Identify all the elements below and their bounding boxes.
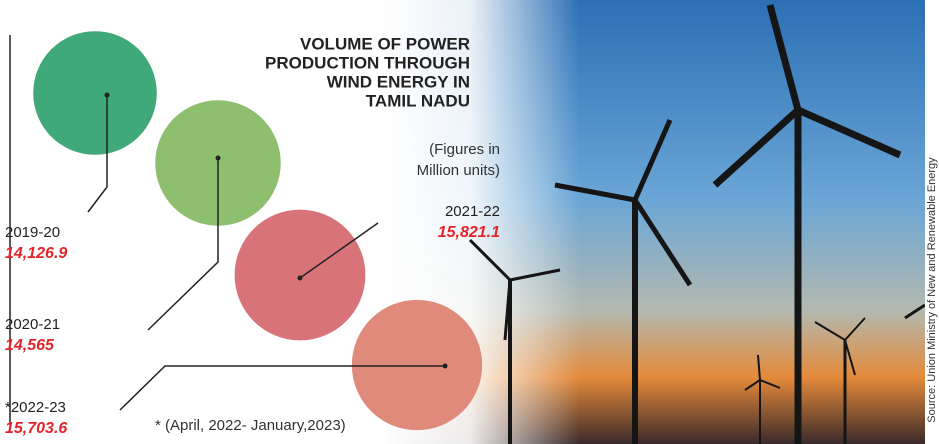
leader-dot <box>216 156 221 161</box>
leader-dot <box>443 364 448 369</box>
value-label: 14,565 <box>5 337 55 354</box>
chart: Source: Union Ministry of New and Renewa… <box>0 0 939 444</box>
value-label: 15,821.1 <box>438 224 500 241</box>
leader-dot <box>298 276 303 281</box>
subtitle: Million units) <box>417 162 500 179</box>
category-label: 2020-21 <box>5 316 60 333</box>
chart-title: PRODUCTION THROUGH <box>265 53 470 72</box>
subtitle: (Figures in <box>429 141 500 158</box>
bubble <box>33 31 157 155</box>
chart-title: VOLUME OF POWER <box>300 34 470 53</box>
source: Source: Union Ministry of New and Renewa… <box>926 157 938 423</box>
bubble <box>352 300 482 430</box>
chart-title: WIND ENERGY IN <box>327 72 470 91</box>
chart-title: TAMIL NADU <box>366 91 470 110</box>
category-label: 2019-20 <box>5 224 60 241</box>
category-label: 2021-22 <box>445 203 500 220</box>
category-label: *2022-23 <box>5 399 66 416</box>
value-label: 14,126.9 <box>5 245 67 262</box>
value-label: 15,703.6 <box>5 420 67 437</box>
bubble <box>235 210 366 341</box>
note: * (April, 2022- January,2023) <box>155 417 346 434</box>
leader-dot <box>105 93 110 98</box>
